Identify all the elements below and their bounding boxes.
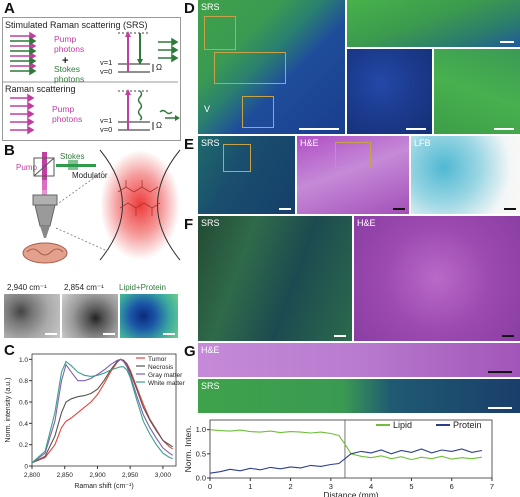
y-tick-label: 0.5 <box>196 449 206 458</box>
stokes-photons-label: Stokes photons <box>54 64 85 84</box>
pump-arrows-raman <box>10 93 35 135</box>
b-img2-label: 2,854 cm⁻¹ <box>64 283 104 292</box>
x-tick-label: 1 <box>248 482 252 491</box>
raman-pump-label: Pump photons <box>52 104 83 124</box>
b-img3-label: Lipid+Protein <box>119 283 166 292</box>
y-tick-label: 0.4 <box>19 421 28 428</box>
v0b-label: v=0 <box>100 125 113 134</box>
d-roi-3 <box>242 96 274 128</box>
v1b-label: v=1 <box>100 116 113 125</box>
e-srs-label: SRS <box>201 138 220 148</box>
x-tick-label: 2,950 <box>122 472 139 479</box>
y-tick-label: 0 <box>24 464 28 471</box>
x-tick-label: 0 <box>208 482 212 491</box>
g-srs-label: SRS <box>201 381 220 391</box>
x-tick-label: 7 <box>490 482 494 491</box>
y-axis-label: Norm. Inten. <box>183 426 193 473</box>
series-line-protein <box>209 448 483 474</box>
d-v-mark: V <box>204 104 211 114</box>
f-srs-label: SRS <box>201 218 220 228</box>
b-image-2940 <box>4 294 60 338</box>
d-zoom-left <box>347 49 432 134</box>
x-tick-label: 2,850 <box>57 472 74 479</box>
panel-letter-e: E <box>184 136 195 153</box>
x-tick-label: 3 <box>329 482 333 491</box>
y-tick-label: 0.0 <box>196 474 206 483</box>
modulator-label: Modulator <box>72 171 108 180</box>
panel-letter-b: B <box>4 142 15 159</box>
g-he-label: H&E <box>201 345 220 355</box>
x-axis-label: Raman shift (cm⁻¹) <box>74 483 133 490</box>
g-srs-strip: SRS <box>198 379 520 413</box>
plot-frame <box>31 353 177 467</box>
stokes-label: Stokes <box>60 152 85 161</box>
y-axis-label: Norm. intensity (a.u.) <box>5 378 12 443</box>
raman-title: Raman scattering <box>5 84 76 94</box>
v0-label: v=0 <box>100 67 113 76</box>
f-he: H&E <box>354 216 520 341</box>
pump-label: Pump <box>16 163 37 172</box>
legend-label: Protein <box>453 420 482 430</box>
panel-letter-d: D <box>184 0 195 17</box>
f-he-label: H&E <box>357 218 376 228</box>
x-tick-label: 4 <box>369 482 373 491</box>
b-image-2854 <box>62 294 118 338</box>
e-he-label: H&E <box>300 138 319 148</box>
y-tick-label: 1.0 <box>19 357 28 364</box>
panel-g-profile-chart: 0 1 2 3 4 5 6 7 0.0 0.5 1.0 Distance (mm) Norm. Inte… <box>183 419 494 497</box>
panel-letter-a: A <box>4 0 15 17</box>
d-srs-label: SRS <box>201 2 220 12</box>
series-line-white-matter <box>31 360 173 464</box>
x-tick-label: 5 <box>409 482 413 491</box>
legend-label: Necrosis <box>148 364 174 371</box>
y-tick-label: 0.2 <box>19 442 28 449</box>
b-image-lipid-protein <box>120 294 178 338</box>
panel-c-spectra-chart: 2,800 2,850 2,900 2,950 3,000 0 0.2 0.4 0.6 0.8 1.… <box>5 353 186 490</box>
omega-label: Ω <box>156 63 162 72</box>
pump-arrows-srs <box>10 31 37 71</box>
x-tick-label: 2,900 <box>89 472 106 479</box>
y-tick-label: 0.6 <box>19 400 28 407</box>
e-lfb-label: LFB <box>414 138 431 148</box>
pump-photons-label: Pump photons <box>54 34 85 54</box>
e-he: H&E <box>297 136 409 214</box>
panel-letter-g: G <box>184 343 196 360</box>
series-line-necrosis <box>31 358 174 464</box>
legend-label: Tumor <box>148 356 167 363</box>
x-axis-label: Distance (mm) <box>323 490 378 497</box>
d-zoom-right <box>434 49 520 134</box>
series-line-gray-matter <box>31 358 174 464</box>
e-lfb: LFB <box>411 136 520 214</box>
d-zoom-top <box>347 0 520 47</box>
g-he-strip: H&E <box>198 343 520 377</box>
d-srs-large: SRS V <box>198 0 345 134</box>
omega-b-label: Ω <box>156 121 162 130</box>
x-tick-label: 3,000 <box>155 472 172 479</box>
panel-b-setup-diagram <box>22 149 181 264</box>
panel-a-diagram <box>3 31 180 135</box>
legend-label: Gray matter <box>148 372 183 379</box>
plot-frame <box>209 419 493 479</box>
legend-label: Lipid <box>393 420 412 430</box>
panel-letter-c: C <box>4 342 15 359</box>
series-line-lipid <box>209 429 482 461</box>
f-srs: SRS <box>198 216 352 341</box>
legend-label: White matter <box>148 380 186 387</box>
y-tick-label: 1.0 <box>196 425 206 434</box>
e-srs: SRS <box>198 136 295 214</box>
b-img1-label: 2,940 cm⁻¹ <box>7 283 47 292</box>
x-tick-label: 2,800 <box>24 472 41 479</box>
srs-title: Stimulated Raman scattering (SRS) <box>5 20 148 30</box>
x-tick-label: 2 <box>288 482 292 491</box>
d-roi-1 <box>204 16 236 50</box>
stokes-arrows-srs <box>10 36 37 76</box>
plus-sign: + <box>62 55 69 67</box>
panel-letter-f: F <box>184 216 194 233</box>
v1-label: v=1 <box>100 58 113 67</box>
y-tick-label: 0.8 <box>19 378 28 385</box>
d-roi-2 <box>214 52 286 84</box>
x-tick-label: 6 <box>450 482 454 491</box>
